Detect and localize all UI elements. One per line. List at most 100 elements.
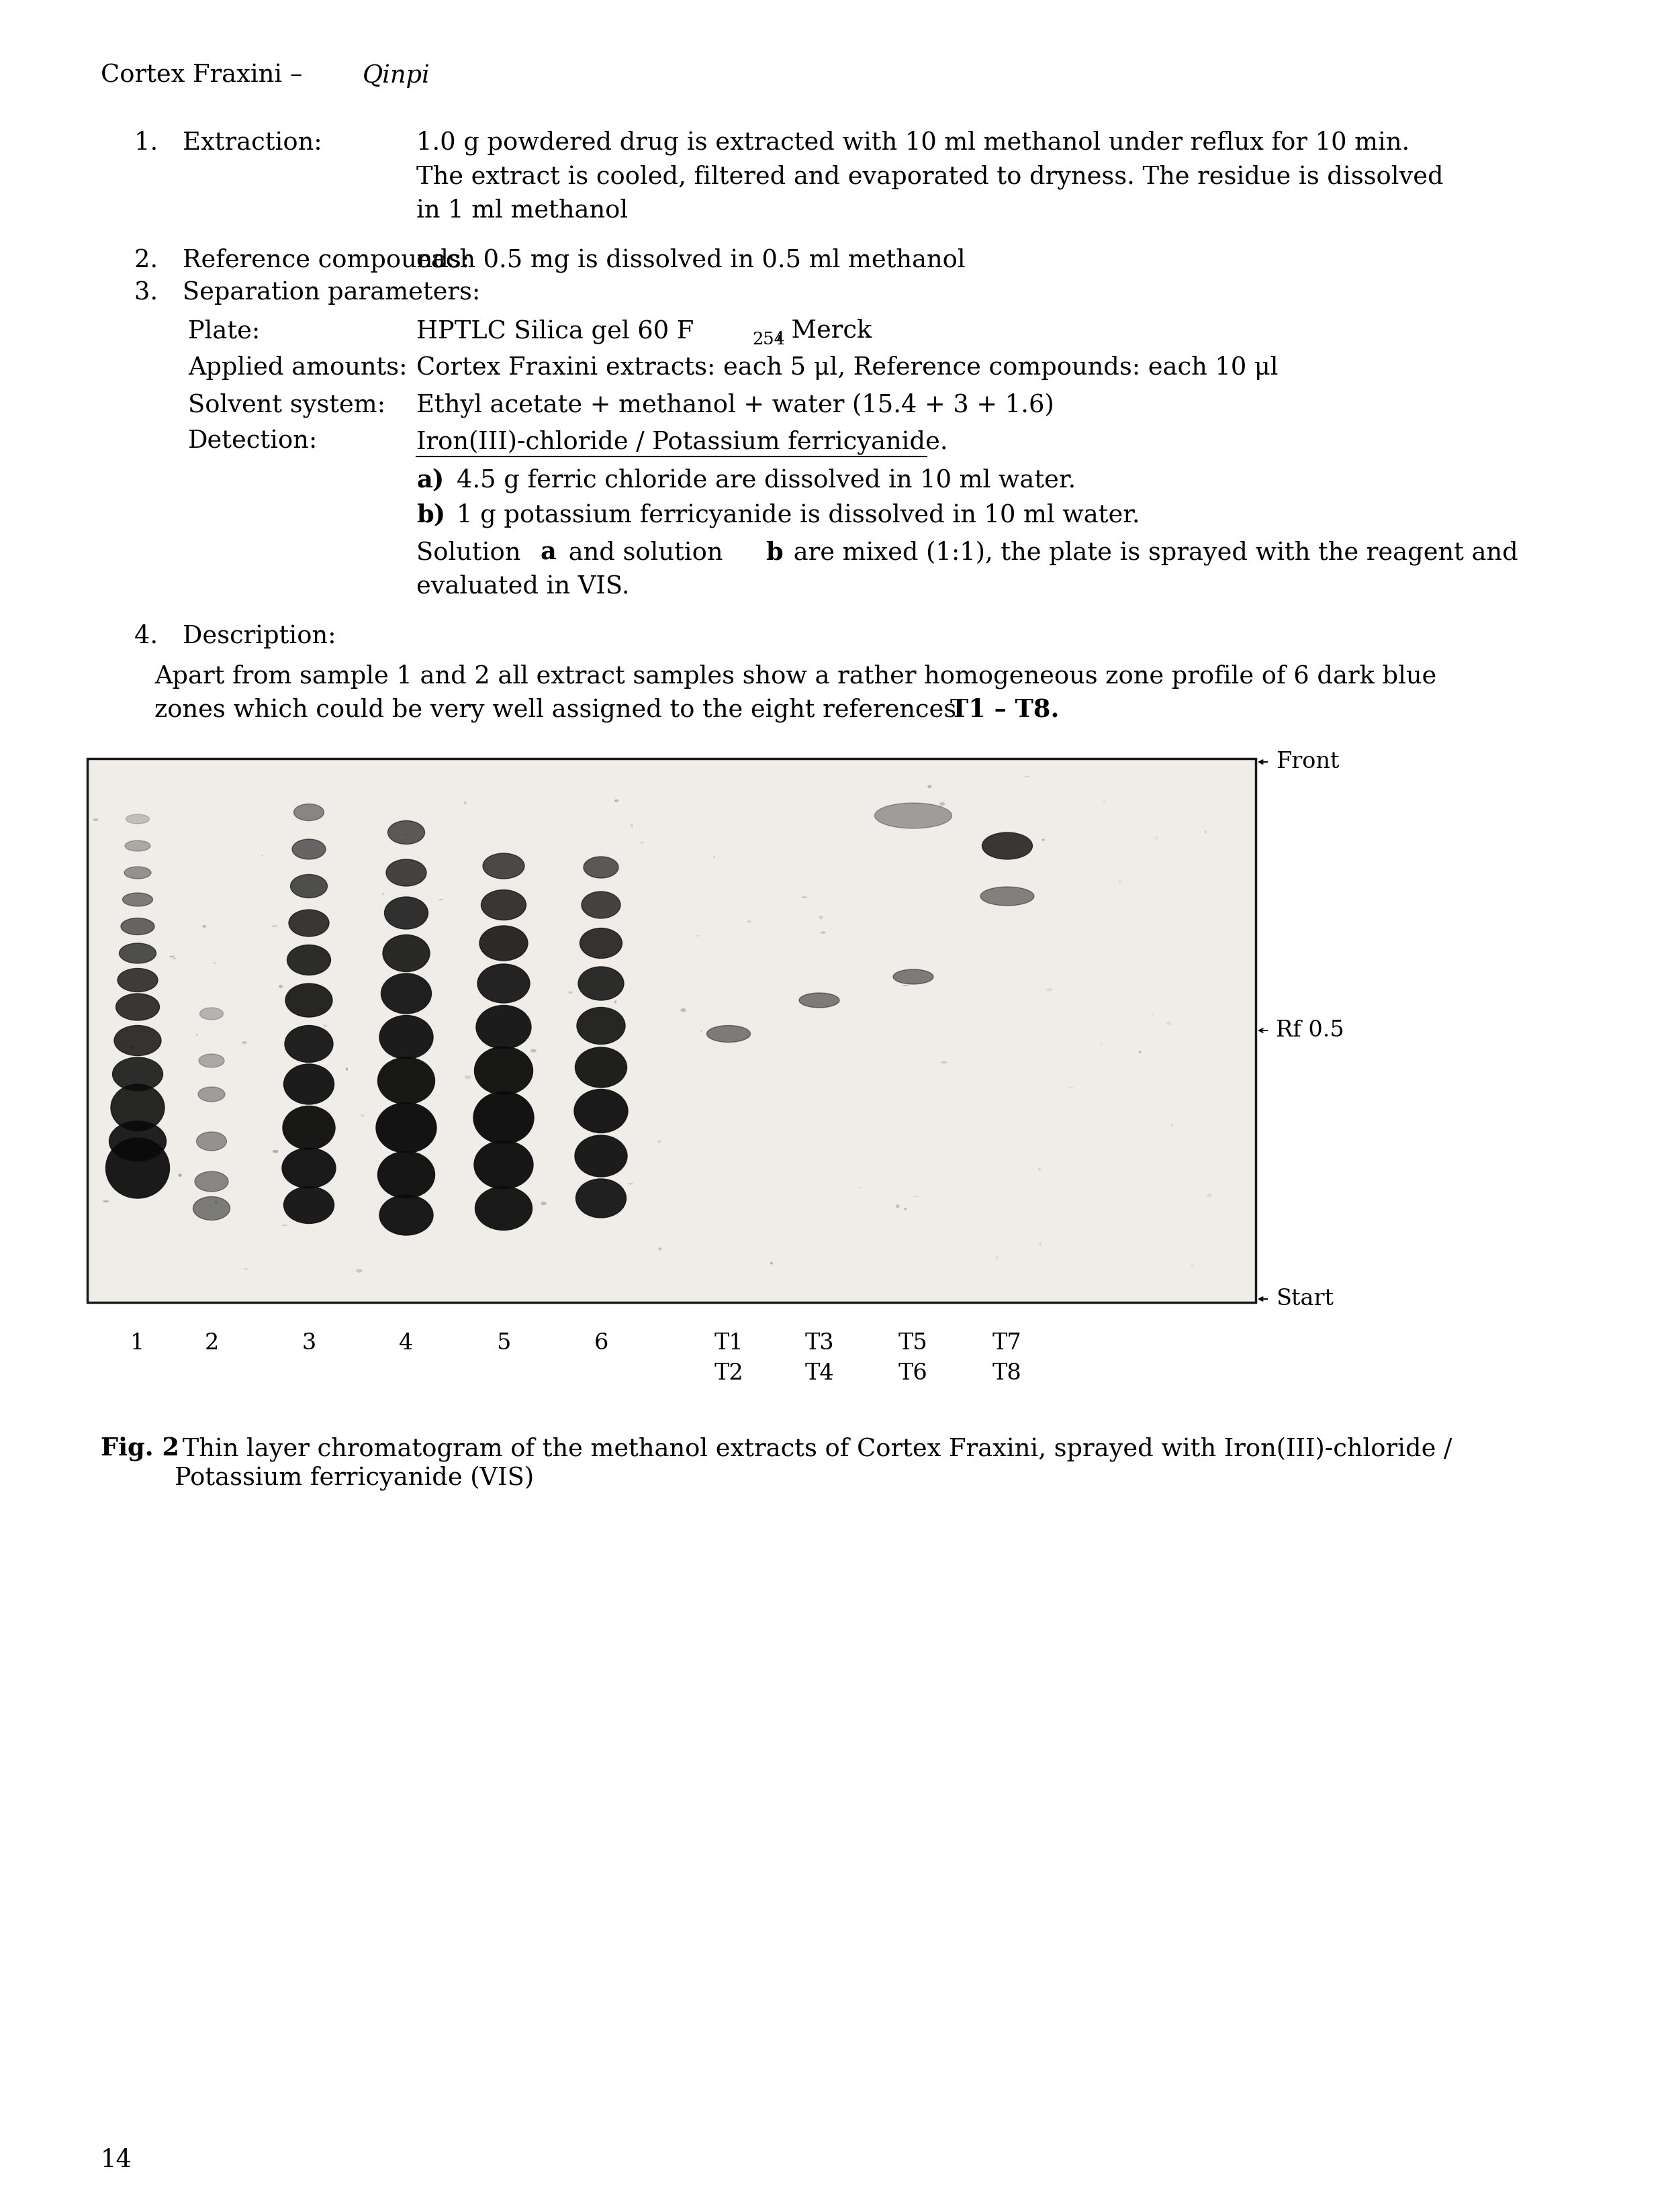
Ellipse shape [940,803,945,805]
Ellipse shape [382,894,385,896]
Ellipse shape [478,964,530,1002]
Ellipse shape [575,1135,626,1177]
Ellipse shape [578,967,623,1000]
Ellipse shape [941,1062,948,1064]
Ellipse shape [93,818,98,821]
Ellipse shape [113,1057,163,1091]
Text: T7: T7 [993,1332,1021,1354]
Ellipse shape [770,1261,773,1265]
Ellipse shape [575,1046,626,1088]
Text: a: a [540,540,556,564]
Ellipse shape [123,894,153,907]
Ellipse shape [463,801,466,805]
Ellipse shape [198,1053,225,1068]
Ellipse shape [475,1186,531,1230]
Ellipse shape [377,1102,436,1152]
Ellipse shape [905,1208,906,1210]
Ellipse shape [130,1046,135,1048]
Ellipse shape [197,1133,227,1150]
Text: zones which could be very well assigned to the eight references: zones which could be very well assigned … [155,699,965,723]
Ellipse shape [380,1194,433,1234]
Ellipse shape [202,925,207,927]
Text: 1. Extraction:: 1. Extraction: [135,131,322,155]
Ellipse shape [500,1223,503,1228]
Ellipse shape [215,1201,217,1203]
Text: HPTLC Silica gel 60 F: HPTLC Silica gel 60 F [416,319,693,343]
Text: Start: Start [1276,1287,1333,1310]
Text: Solution: Solution [416,540,528,564]
Ellipse shape [287,945,332,975]
Ellipse shape [1118,880,1121,885]
Ellipse shape [416,1117,421,1121]
Ellipse shape [820,931,826,933]
Ellipse shape [475,1046,533,1095]
Ellipse shape [896,1203,900,1208]
Text: 1.0 g powdered drug is extracted with 10 ml methanol under reflux for 10 min.: 1.0 g powdered drug is extracted with 10… [416,131,1409,155]
Ellipse shape [476,1004,531,1048]
Ellipse shape [290,874,327,898]
Ellipse shape [706,1026,750,1042]
Ellipse shape [108,1121,167,1161]
Ellipse shape [273,1150,278,1152]
Ellipse shape [105,1137,170,1199]
Ellipse shape [568,991,573,993]
Ellipse shape [378,1150,435,1199]
Ellipse shape [285,1026,333,1062]
Text: Qinpi: Qinpi [363,64,430,88]
Ellipse shape [1040,1243,1041,1245]
Text: 1: 1 [130,1332,145,1354]
Ellipse shape [615,799,618,803]
Ellipse shape [800,993,840,1009]
Ellipse shape [115,1026,162,1055]
Ellipse shape [127,814,150,823]
Text: Solvent system:: Solvent system: [188,394,385,418]
Ellipse shape [1206,1194,1211,1197]
Ellipse shape [125,867,152,878]
Ellipse shape [357,1270,363,1272]
Ellipse shape [360,1115,363,1117]
Ellipse shape [388,821,425,845]
Ellipse shape [292,838,325,858]
Ellipse shape [242,1042,247,1044]
Text: and solution: and solution [561,540,731,564]
Text: 6: 6 [593,1332,608,1354]
Ellipse shape [681,1009,686,1011]
Text: 2. Reference compounds:: 2. Reference compounds: [135,248,470,272]
Text: T4: T4 [805,1363,835,1385]
Ellipse shape [615,1000,616,1004]
Text: Detection:: Detection: [188,429,318,453]
Text: Rf 0.5: Rf 0.5 [1276,1020,1344,1042]
Ellipse shape [658,1248,661,1250]
Text: 3: 3 [302,1332,317,1354]
Ellipse shape [820,916,823,920]
Ellipse shape [1038,1168,1041,1170]
Text: 3. Separation parameters:: 3. Separation parameters: [135,281,480,305]
Text: Plate:: Plate: [188,319,260,343]
Text: T6: T6 [898,1363,928,1385]
Text: Apart from sample 1 and 2 all extract samples show a rather homogeneous zone pro: Apart from sample 1 and 2 all extract sa… [155,664,1436,690]
Ellipse shape [380,1015,433,1060]
Text: Cortex Fraxini –: Cortex Fraxini – [100,64,310,88]
Ellipse shape [576,1179,626,1219]
Ellipse shape [378,1057,435,1104]
Text: 4: 4 [400,1332,413,1354]
Ellipse shape [575,1088,628,1133]
Text: 4.5 g ferric chloride are dissolved in 10 ml water.: 4.5 g ferric chloride are dissolved in 1… [456,469,1076,493]
Text: The extract is cooled, filtered and evaporated to dryness. The residue is dissol: The extract is cooled, filtered and evap… [416,164,1443,188]
Ellipse shape [117,993,160,1020]
Ellipse shape [387,858,426,887]
Text: b): b) [416,504,445,529]
Text: T1 – T8.: T1 – T8. [950,699,1060,723]
Text: Applied amounts:: Applied amounts: [188,356,407,380]
Ellipse shape [120,942,157,964]
Ellipse shape [580,929,621,958]
Text: T5: T5 [898,1332,928,1354]
Ellipse shape [293,803,323,821]
Ellipse shape [195,1172,228,1192]
Text: Cortex Fraxini extracts: each 5 μl, Reference compounds: each 10 μl: Cortex Fraxini extracts: each 5 μl, Refe… [416,356,1278,380]
Ellipse shape [118,969,158,991]
Ellipse shape [980,887,1035,905]
Ellipse shape [630,823,633,827]
Ellipse shape [583,856,618,878]
Ellipse shape [530,1048,536,1053]
